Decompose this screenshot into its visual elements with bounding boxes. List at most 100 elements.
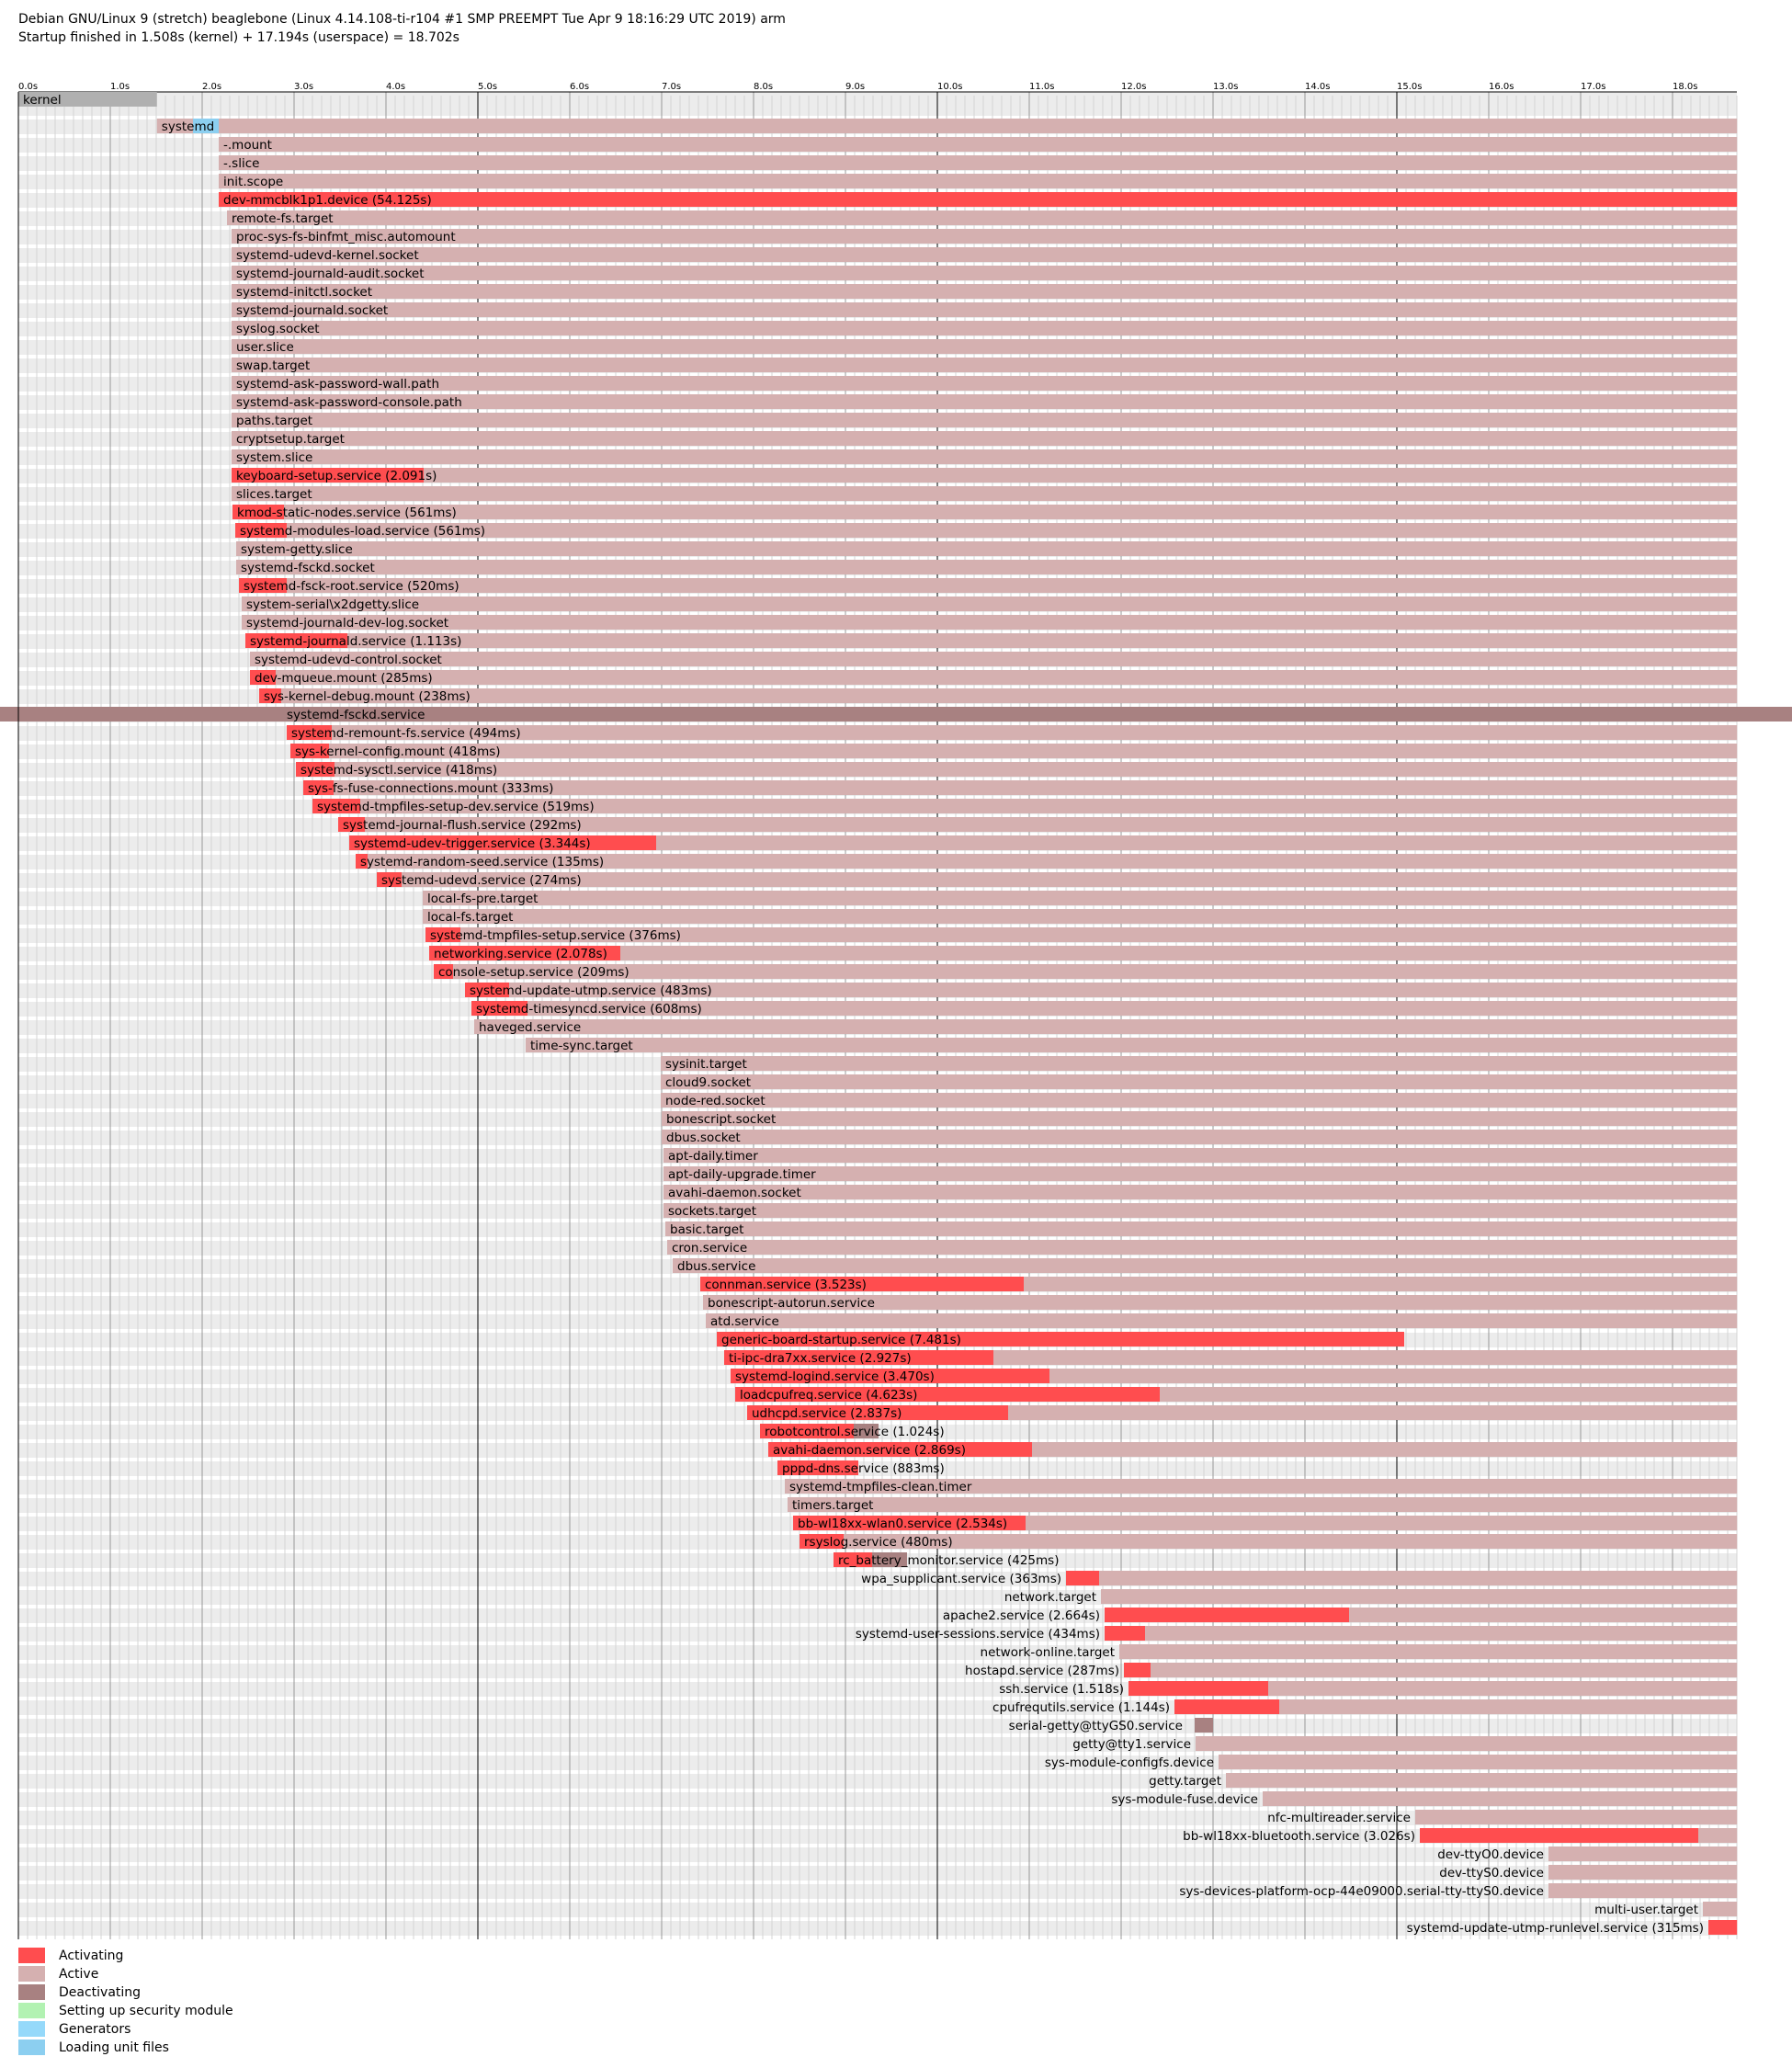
unit-row: systemd-fsck-root.service (520ms) [239,578,1738,594]
activating-bar [731,1369,1049,1383]
row-separator [18,961,1737,965]
unit-row: avahi-daemon.socket [663,1185,1738,1200]
unit-label: node-red.socket [665,1094,766,1108]
unit-row: bb-wl18xx-bluetooth.service (3.026s) [1183,1828,1738,1844]
active-bar [1268,1681,1738,1696]
active-bar [242,615,1738,630]
unit-label: systemd-update-utmp.service (483ms) [470,983,712,998]
row-separator [18,1494,1737,1498]
active-bar [1101,1589,1738,1604]
active-bar [236,560,1738,574]
tick-label: 11.0s [1029,82,1054,92]
activating-bar [1420,1828,1698,1843]
row-separator [18,1237,1737,1241]
unit-label: dev-ttyO0.device [1437,1847,1544,1862]
unit-label: systemd-journal-flush.service (292ms) [343,818,582,833]
unit-row: sys-module-fuse.device [1111,1791,1738,1807]
row-separator [18,704,1737,708]
activating-bar [1708,1920,1738,1935]
unit-label: user.slice [236,340,294,355]
active-bar [661,1056,1738,1071]
unit-label: network.target [1004,1590,1096,1605]
active-bar [276,670,1738,685]
row-separator [18,575,1737,579]
active-bar [281,688,1738,703]
active-bar [250,652,1738,666]
activating-bar [377,872,402,887]
row-separator [18,1182,1737,1186]
active-bar [232,486,1738,501]
row-separator [18,1311,1737,1314]
active-bar [1548,1883,1738,1898]
activating-bar [303,780,334,795]
unit-label: time-sync.target [530,1039,633,1053]
unit-label: systemd-udevd.service (274ms) [381,873,582,888]
unit-label: systemd-user-sessions.service (434ms) [856,1627,1100,1642]
row-separator [18,1660,1737,1664]
unit-row: systemd-remount-fs.service (494ms) [287,725,1738,741]
active-bar [1008,1405,1738,1420]
activating-bar [338,817,365,832]
unit-row: ssh.service (1.518s) [999,1681,1738,1697]
unit-label: udhcpd.service (2.837s) [752,1406,902,1421]
unit-row: systemd-random-seed.service (135ms) [356,854,1738,869]
active-bar [334,780,1738,795]
unit-label: systemd-journald.socket [236,303,388,318]
row-separator [18,1164,1737,1167]
unit-row: remote-fs.target [227,210,1738,226]
unit-row: systemd-timesyncd.service (608ms) [471,1001,1738,1017]
unit-row: pppd-dns.service (883ms) [777,1460,945,1476]
active-bar [1279,1699,1738,1714]
deactivating-bar [854,1424,879,1438]
unit-label: paths.target [236,414,312,428]
active-bar [665,1221,1738,1236]
activating-bar [312,799,360,813]
active-bar [993,1350,1738,1365]
row-separator [18,189,1737,193]
active-bar [423,909,1738,924]
row-separator [18,1807,1737,1811]
legend-swatch [18,2021,45,2037]
active-bar [232,376,1738,391]
unit-row: rsyslog.service (480ms) [800,1534,1738,1550]
tick-label: 8.0s [754,82,773,92]
unit-label: systemd-journald.service (1.113s) [250,634,461,649]
unit-label: networking.service (2.078s) [434,947,607,961]
unit-row: dev-ttyO0.device [1437,1846,1738,1862]
unit-label: keyboard-setup.service (2.091s) [236,469,437,483]
row-separator [18,796,1737,800]
unit-label: sys-kernel-debug.mount (238ms) [264,689,471,704]
row-separator [18,410,1737,414]
row-separator [18,1458,1737,1461]
row-separator [18,1715,1737,1719]
activating-bar [768,1442,1032,1457]
unit-row: timers.target [788,1497,1738,1513]
row-separator [18,1605,1737,1608]
unit-label: sys-module-fuse.device [1111,1792,1258,1807]
unit-label: timers.target [792,1498,873,1513]
active-bar [667,1240,1738,1255]
active-bar [1196,1736,1738,1751]
active-bar [232,229,1738,244]
unit-row: cryptsetup.target [232,431,1738,447]
unit-label: sysinit.target [665,1057,747,1072]
unit-label: init.scope [223,175,283,189]
unit-row: keyboard-setup.service (2.091s) [232,468,1738,483]
active-bar [474,1019,1738,1034]
activating-bar [356,854,368,869]
row-separator [18,1513,1737,1517]
unit-label: sys-kernel-config.mount (418ms) [295,744,501,759]
unit-label: systemd-journald-audit.socket [236,267,425,281]
unit-label: systemd-tmpfiles-clean.timer [789,1480,972,1494]
activating-bar [287,725,332,740]
unit-row: robotcontrol.service (1.024s) [760,1424,945,1439]
active-bar [232,302,1738,317]
unit-row: dev-mqueue.mount (285ms) [250,670,1738,686]
unit-row: dbus.service [673,1258,1738,1274]
row-separator [18,1936,1737,1939]
unit-label: -.slice [223,156,259,171]
unit-label: systemd-tmpfiles-setup.service (376ms) [430,928,681,943]
unit-label: swap.target [236,358,310,373]
unit-row: sysinit.target [661,1056,1738,1072]
active-bar [661,1074,1738,1089]
